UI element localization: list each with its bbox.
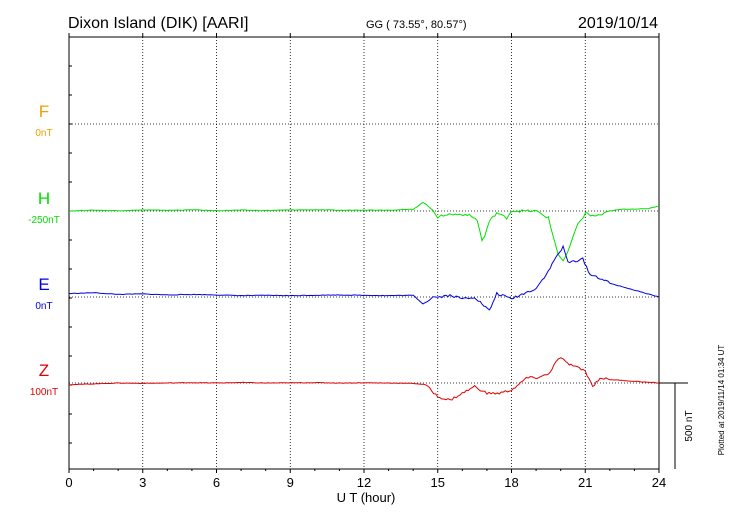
- x-tick-label: 24: [652, 475, 666, 490]
- series-name-label: E: [38, 275, 49, 294]
- series-baseline-label: 100nT: [30, 387, 58, 398]
- plotted-timestamp: Plotted at 2019/11/14 01:34 UT: [717, 345, 726, 456]
- x-axis-label: U T (hour): [337, 490, 396, 505]
- series-baseline-label: 0nT: [35, 301, 52, 312]
- series-baseline-label: 0nT: [35, 128, 52, 139]
- series-name-label: H: [38, 189, 50, 208]
- x-tick-label: 12: [357, 475, 371, 490]
- scale-bar-label: 500 nT: [684, 410, 695, 441]
- series-lines: [68, 202, 660, 401]
- axis-ticks: 0 3 6 9 12 15 18 21 24: [65, 33, 666, 490]
- x-tick-label: 18: [504, 475, 518, 490]
- series-line-Z: [68, 357, 660, 401]
- series-name-label: Z: [39, 361, 49, 380]
- date-label: 2019/10/14: [578, 15, 658, 32]
- series-labels: F 0nT H -250nT E 0nT Z 100nT: [28, 102, 60, 398]
- series-line-H: [68, 202, 660, 262]
- x-tick-label: 9: [287, 475, 294, 490]
- coordinates-label: GG ( 73.55°, 80.57°): [366, 19, 467, 31]
- x-tick-label: 15: [431, 475, 445, 490]
- series-name-label: F: [39, 102, 49, 121]
- x-tick-label: 3: [139, 475, 146, 490]
- x-tick-label: 0: [65, 475, 72, 490]
- series-baseline-label: -250nT: [28, 215, 60, 226]
- series-line-E: [68, 244, 660, 311]
- x-tick-label: 6: [213, 475, 220, 490]
- grid-lines: [69, 37, 659, 469]
- station-title: Dixon Island (DIK) [AARI]: [68, 15, 249, 32]
- x-tick-label: 21: [578, 475, 592, 490]
